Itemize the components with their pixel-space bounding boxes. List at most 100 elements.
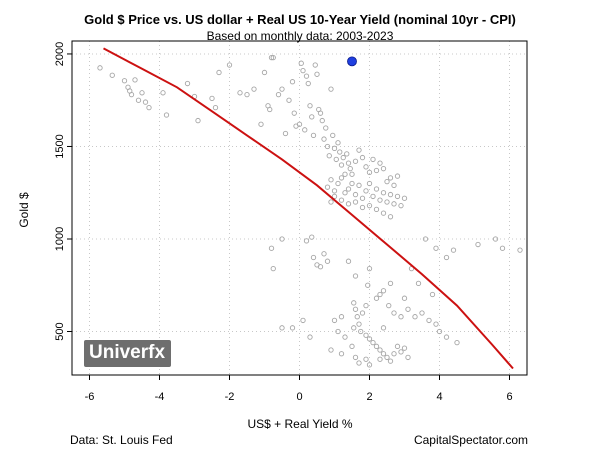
data-point: [386, 302, 392, 309]
data-point: [384, 354, 390, 361]
data-point: [352, 273, 359, 279]
data-point: [363, 164, 369, 170]
data-point: [226, 62, 233, 68]
data-point: [279, 236, 285, 242]
data-point: [340, 154, 346, 161]
data-point: [303, 238, 310, 244]
data-point: [163, 112, 170, 118]
data-point: [307, 334, 313, 340]
data-point: [268, 245, 275, 251]
data-point: [342, 171, 348, 177]
data-point: [349, 171, 355, 177]
data-point: [398, 349, 404, 355]
data-point: [344, 151, 350, 157]
data-point: [323, 125, 329, 131]
data-point: [324, 184, 331, 190]
data-point: [363, 188, 369, 194]
x-tick-label: 2: [366, 391, 372, 403]
y-tick-label: 1000: [54, 227, 66, 251]
data-point: [373, 186, 380, 192]
data-point: [398, 314, 404, 320]
data-point: [97, 65, 103, 71]
x-tick-label: -4: [155, 391, 165, 403]
data-point: [302, 127, 308, 133]
data-point: [342, 334, 348, 340]
data-point: [429, 291, 436, 298]
data-point: [415, 280, 422, 287]
data-point: [384, 199, 390, 205]
data-point: [359, 154, 366, 161]
data-point: [303, 73, 310, 79]
data-point: [380, 351, 387, 357]
chart-title: Gold $ Price vs. US dollar + Real US 10-…: [84, 12, 516, 27]
data-point: [380, 166, 387, 172]
data-source-note: Data: St. Louis Fed: [70, 433, 173, 447]
data-point: [405, 306, 411, 312]
data-point: [370, 156, 376, 163]
data-point: [443, 334, 450, 340]
data-point: [356, 147, 362, 153]
data-point: [331, 145, 338, 151]
data-points: [97, 55, 523, 368]
data-point: [195, 117, 201, 124]
data-point: [351, 325, 357, 331]
data-point: [331, 317, 338, 324]
data-point: [142, 99, 149, 105]
data-point: [345, 201, 352, 207]
data-point: [391, 351, 397, 357]
data-point: [352, 158, 359, 164]
data-point: [352, 354, 359, 361]
fit-line: [103, 47, 514, 370]
data-point: [216, 69, 222, 76]
data-point: [394, 193, 401, 200]
data-point: [338, 162, 345, 168]
data-point: [300, 67, 306, 74]
data-point: [356, 321, 362, 327]
data-point: [321, 251, 327, 257]
data-point: [412, 314, 418, 320]
x-tick-label: -2: [225, 391, 235, 403]
univerfx-logo: Univerfx: [84, 340, 172, 367]
y-tick-label: 2000: [54, 42, 66, 66]
site-credit: CapitalSpectator.com: [413, 433, 528, 447]
data-point: [373, 167, 380, 174]
data-point: [328, 347, 334, 353]
data-point: [387, 191, 394, 198]
data-point: [139, 90, 145, 96]
data-point: [300, 317, 306, 324]
data-point: [312, 62, 318, 68]
data-point: [286, 97, 292, 103]
x-axis-label: US$ + Real Yield %: [247, 417, 353, 431]
data-point: [380, 190, 387, 196]
x-tick-label: 6: [506, 391, 512, 403]
data-point: [366, 265, 373, 272]
data-point: [373, 206, 380, 213]
data-point: [359, 195, 366, 201]
data-point: [351, 300, 357, 306]
data-point: [387, 280, 394, 287]
data-point: [310, 132, 317, 139]
data-point: [319, 117, 325, 124]
data-point: [337, 149, 343, 155]
data-point: [475, 241, 481, 248]
data-point: [433, 245, 439, 251]
data-point: [314, 71, 320, 77]
data-point: [338, 197, 345, 203]
data-point: [289, 325, 296, 331]
data-point: [391, 310, 397, 316]
data-point: [335, 140, 341, 146]
data-point: [366, 180, 373, 187]
fit-line-layer: [103, 47, 514, 370]
chart-subtitle: Based on monthly data: 2003-2023: [206, 29, 394, 43]
y-axis: 500 1000 1500 2000: [54, 42, 72, 341]
data-point: [275, 92, 282, 98]
data-point: [132, 77, 138, 83]
data-point: [359, 310, 366, 316]
data-point: [261, 69, 268, 76]
data-point: [380, 210, 387, 216]
data-point: [305, 80, 311, 87]
data-point: [377, 160, 383, 166]
x-tick-label: 4: [436, 391, 442, 403]
data-point: [454, 339, 460, 346]
